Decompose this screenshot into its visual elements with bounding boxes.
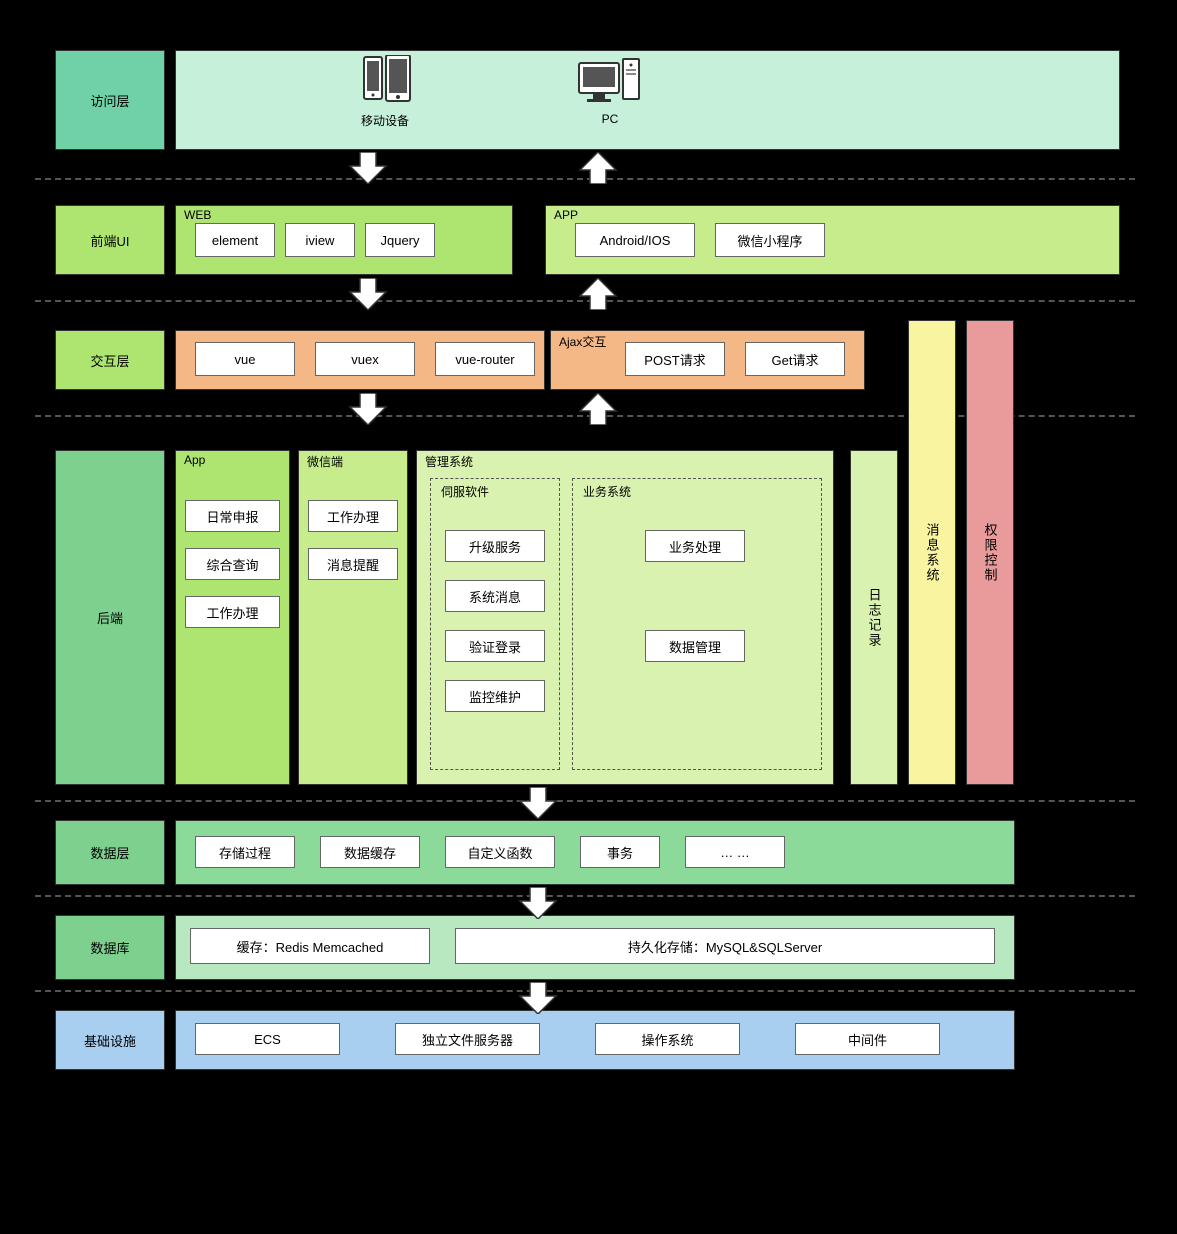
chip: 业务处理	[645, 530, 745, 562]
chip: 日常申报	[185, 500, 280, 532]
chip: 独立文件服务器	[395, 1023, 540, 1055]
arrow-down-icon	[348, 393, 388, 425]
chip: 中间件	[795, 1023, 940, 1055]
panel-title: APP	[554, 208, 578, 222]
pc-icon	[575, 55, 645, 110]
panel	[175, 50, 1120, 150]
icon-label: PC	[575, 112, 645, 126]
chip: 事务	[580, 836, 660, 868]
chip: 升级服务	[445, 530, 545, 562]
panel-title: App	[184, 453, 205, 467]
layer-divider	[35, 990, 1135, 992]
row-label: 访问层	[55, 50, 165, 150]
panel-title: 管理系统	[425, 453, 473, 470]
chip: vue	[195, 342, 295, 376]
chip: Jquery	[365, 223, 435, 257]
chip: Android/IOS	[575, 223, 695, 257]
arrow-down-icon	[518, 887, 558, 919]
chip: vue-router	[435, 342, 535, 376]
layer-divider	[35, 895, 1135, 897]
chip: ECS	[195, 1023, 340, 1055]
chip: 数据缓存	[320, 836, 420, 868]
chip: 操作系统	[595, 1023, 740, 1055]
chip: 工作办理	[308, 500, 398, 532]
layer-divider	[35, 800, 1135, 802]
row-label: 基础设施	[55, 1010, 165, 1070]
chip: 缓存：Redis Memcached	[190, 928, 430, 964]
chip: 持久化存储：MySQL&SQLServer	[455, 928, 995, 964]
row-label: 数据层	[55, 820, 165, 885]
icon-label: 移动设备	[345, 112, 425, 129]
chip: 微信小程序	[715, 223, 825, 257]
panel-title: WEB	[184, 208, 211, 222]
arrow-down-icon	[348, 278, 388, 310]
vertical-label: 日志记录	[850, 450, 898, 785]
row-label: 前端UI	[55, 205, 165, 275]
arrow-down-icon	[518, 787, 558, 819]
vertical-label: 消息系统	[908, 320, 956, 785]
chip: vuex	[315, 342, 415, 376]
panel-title: 业务系统	[583, 483, 631, 500]
chip: 验证登录	[445, 630, 545, 662]
arrow-down-icon	[518, 982, 558, 1014]
arrow-up-icon	[578, 278, 618, 310]
row-label: 后端	[55, 450, 165, 785]
panel-title: 微信端	[307, 453, 343, 470]
chip: 消息提醒	[308, 548, 398, 580]
chip: 数据管理	[645, 630, 745, 662]
row-label: 交互层	[55, 330, 165, 390]
chip: Get请求	[745, 342, 845, 376]
arrow-up-icon	[578, 152, 618, 184]
chip: 存储过程	[195, 836, 295, 868]
chip: 自定义函数	[445, 836, 555, 868]
panel-title: Ajax交互	[559, 333, 606, 350]
mobile-device-icon	[350, 55, 420, 110]
chip: iview	[285, 223, 355, 257]
chip: POST请求	[625, 342, 725, 376]
chip: 工作办理	[185, 596, 280, 628]
dashed-panel: 业务系统	[572, 478, 822, 770]
vertical-label: 权限控制	[966, 320, 1014, 785]
arrow-down-icon	[348, 152, 388, 184]
chip: 监控维护	[445, 680, 545, 712]
arrow-up-icon	[578, 393, 618, 425]
chip: 系统消息	[445, 580, 545, 612]
row-label: 数据库	[55, 915, 165, 980]
chip: 综合查询	[185, 548, 280, 580]
chip: element	[195, 223, 275, 257]
dashed-panel: 伺服软件	[430, 478, 560, 770]
panel-title: 伺服软件	[441, 483, 489, 500]
chip: … …	[685, 836, 785, 868]
